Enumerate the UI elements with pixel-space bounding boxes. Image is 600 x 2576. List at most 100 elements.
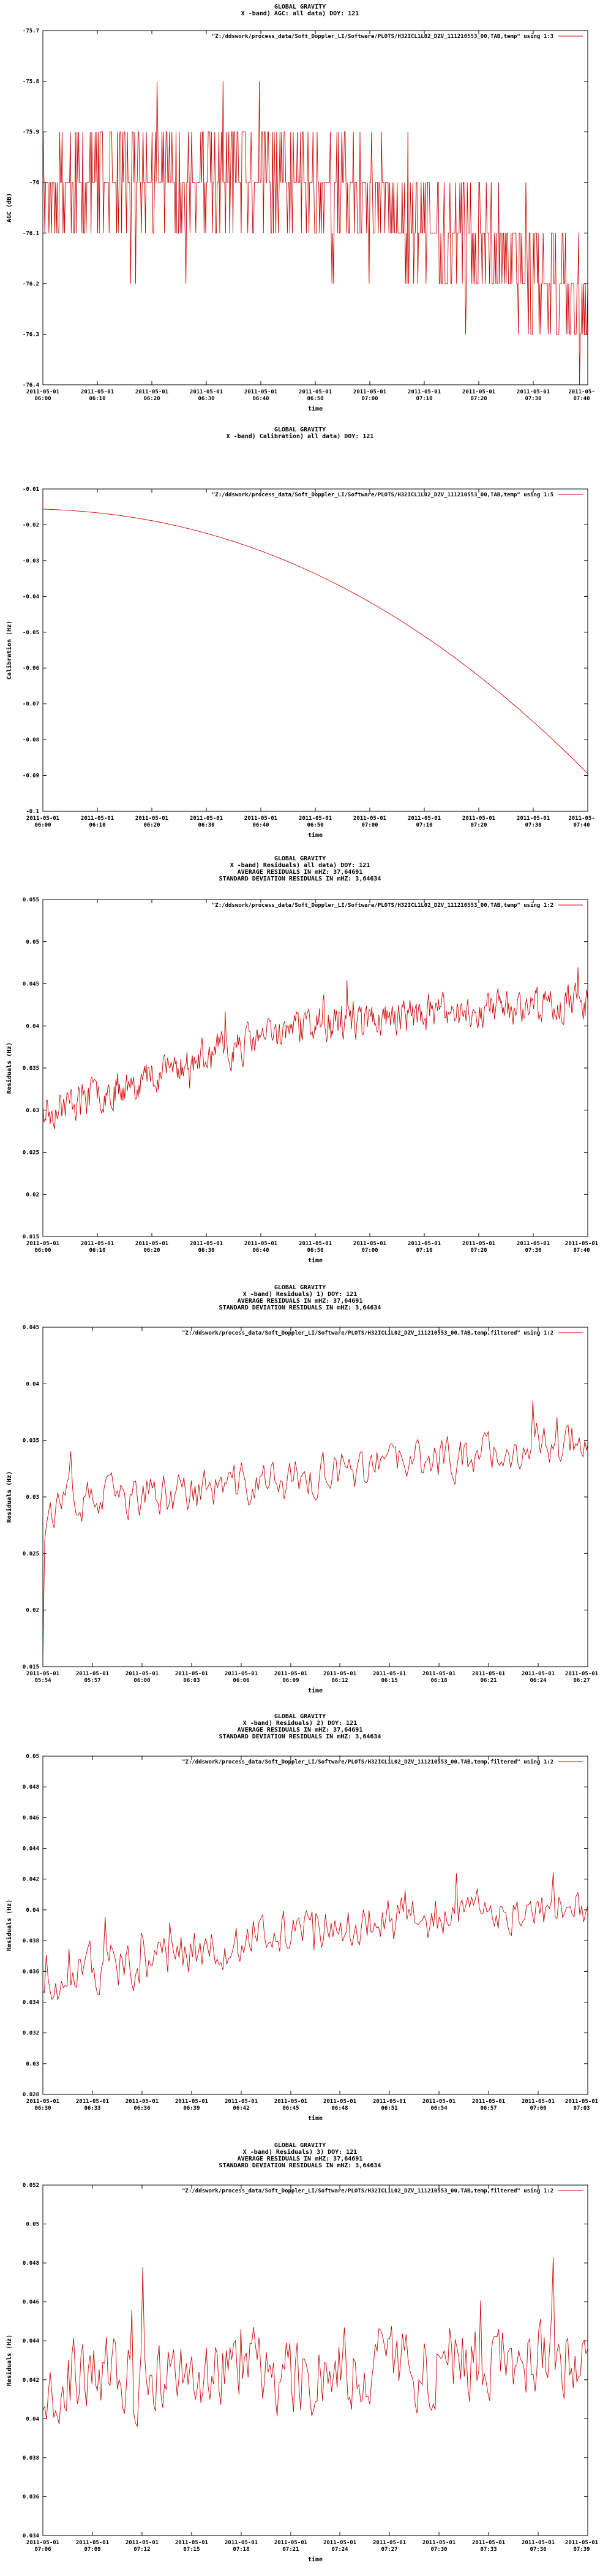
x-tick-label-date: 2011-05-01	[565, 1241, 598, 1247]
y-tick-label: 0.045	[23, 1325, 39, 1331]
x-tick-label-time: 07:10	[416, 822, 432, 828]
x-tick-label-date: 2011-05-01	[472, 1671, 505, 1677]
x-tick-label-time: 06:51	[381, 2105, 397, 2112]
y-tick-label: 0.048	[23, 2260, 39, 2267]
x-tick-label-time: 07:00	[361, 396, 378, 402]
x-tick-label-date: 2011-05-01	[225, 2540, 258, 2546]
y-axis-label: AGC (dB)	[6, 193, 13, 222]
x-tick-label-date: 2011-05-01	[472, 2099, 505, 2105]
y-tick-label: 0.05	[26, 939, 39, 945]
y-tick-label: 0.035	[23, 1438, 39, 1444]
x-tick-label-date: 2011-05-01	[522, 2540, 555, 2546]
chart-title-line: GLOBAL GRAVITY	[274, 426, 326, 433]
chart-title-line: AVERAGE RESIDUALS IN mHZ: 37,64691	[238, 1727, 363, 1733]
chart-panel-6: GLOBAL GRAVITY X -band) Residuals) 3) DOY…	[0, 2138, 600, 2574]
y-tick-label: -0.01	[23, 487, 39, 493]
plot-frame	[42, 2184, 588, 2536]
chart-panel-1: GLOBAL GRAVITY X -band) AGC: all data) DO…	[0, 0, 600, 423]
y-tick-label: 0.036	[23, 1969, 39, 1975]
x-axis-label: time	[308, 2556, 323, 2563]
x-tick-label-date: 2011-05-01	[81, 816, 114, 822]
x-tick-label-date: 2011-05-01	[190, 1241, 223, 1247]
series-line	[43, 1400, 588, 1661]
y-tick-label: 0.055	[23, 897, 39, 903]
x-tick-label-time: 07:10	[416, 396, 432, 402]
x-tick-label-date: 2011-05-01	[135, 816, 168, 822]
x-tick-label-date: 2011-05-01	[225, 1671, 258, 1677]
y-axis-label: Residuals (Hz)	[6, 1042, 13, 1094]
x-tick-label-time: 07:03	[573, 2105, 590, 2112]
x-tick-label-time: 06:21	[480, 1678, 497, 1684]
x-tick-label-date: 2011-05-01	[81, 1241, 114, 1247]
y-tick-label: -76.2	[23, 281, 39, 287]
x-tick-label-time: 07:06	[34, 2547, 51, 2553]
x-tick-label-date: 2011-05-01	[422, 2099, 456, 2105]
x-tick-label-time: 07:21	[282, 2547, 299, 2553]
x-tick-label-date: 2011-05-01	[126, 2540, 159, 2546]
x-tick-label-date: 2011-05-01	[522, 1671, 555, 1677]
x-tick-label-time: 06:24	[530, 1678, 547, 1684]
x-tick-label-time: 06:30	[198, 396, 214, 402]
x-tick-label-date: 2011-05-01	[373, 2540, 406, 2546]
series-line	[43, 2257, 588, 2428]
series-line	[43, 1872, 588, 2000]
x-tick-label-time: 06:20	[143, 822, 160, 828]
chart-title-line: X -band) Residuals) 1) DOY: 121	[243, 1290, 358, 1298]
y-tick-label: -76.4	[23, 382, 40, 388]
x-tick-label-time: 05:57	[84, 1678, 100, 1684]
x-tick-label-time: 07:00	[361, 1248, 378, 1254]
x-axis-label: time	[308, 405, 323, 412]
y-tick-label: -0.09	[23, 773, 39, 779]
x-tick-label-date: 2011-05-01	[422, 1671, 456, 1677]
y-tick-label: 0.036	[23, 2494, 39, 2500]
x-tick-label-date: 2011-05-01	[565, 2099, 598, 2105]
chart-title-line: X -band) Residuals) 2) DOY: 121	[243, 1719, 358, 1727]
y-tick-label: 0.052	[23, 2183, 39, 2189]
x-tick-label-date: 2011-05-01	[299, 1241, 332, 1247]
x-tick-label-time: 06:50	[307, 1248, 323, 1254]
y-tick-label: 0.045	[23, 982, 39, 988]
x-tick-label-date: 2011-05-01	[190, 816, 223, 822]
x-tick-label-time: 06:42	[233, 2105, 249, 2112]
x-tick-label-time: 06:57	[480, 2105, 497, 2112]
x-tick-label-date: 2011-05-01	[274, 2099, 307, 2105]
x-tick-label-date: 2011-05-01	[408, 816, 441, 822]
y-tick-label: -0.1	[26, 809, 39, 815]
y-tick-label: -0.04	[23, 594, 40, 600]
x-tick-label-date: 2011-05-01	[26, 2099, 59, 2105]
plot-frame	[42, 899, 588, 1237]
y-tick-label: 0.044	[23, 1846, 40, 1852]
x-tick-label-time: 07:20	[470, 822, 487, 828]
plot-frame	[42, 1756, 588, 2095]
x-axis-label: time	[308, 832, 323, 839]
y-tick-label: -0.07	[23, 702, 39, 708]
chart-title-line: X -band) Calibration) all data) DOY: 121	[227, 433, 374, 440]
x-tick-label-date: 2011-05-01	[190, 389, 223, 395]
x-tick-label-date: 2011-05-01	[26, 1241, 59, 1247]
chart-title-line: GLOBAL GRAVITY	[274, 1713, 326, 1720]
x-tick-label-time: 06:50	[307, 822, 323, 828]
x-tick-label-time: 06:30	[198, 822, 214, 828]
y-tick-label: 0.038	[23, 2455, 39, 2461]
x-tick-label-time: 07:30	[525, 822, 541, 828]
x-tick-label-time: 06:30	[34, 2105, 51, 2112]
y-tick-label: -76.1	[23, 230, 39, 237]
y-tick-label: -0.05	[23, 630, 39, 636]
x-tick-label-date: 2011-05-01	[517, 816, 550, 822]
x-tick-label-date: 2011-05-01	[244, 816, 277, 822]
x-tick-label-date: 2011-05-01	[274, 1671, 307, 1677]
chart-panel-4: GLOBAL GRAVITY X -band) Residuals) 1) DOY…	[0, 1281, 600, 1710]
x-tick-label-date: 2011-05-01	[135, 1241, 168, 1247]
x-tick-label-time: 07:09	[84, 2547, 100, 2553]
legend-label: "Z:/ddswork/process_data/Soft_Doppler_LI…	[182, 2188, 553, 2194]
x-tick-label-date: 2011-05-01	[353, 389, 386, 395]
y-tick-label: 0.044	[23, 2338, 40, 2344]
x-tick-label-time: 05:54	[34, 1678, 51, 1684]
x-tick-label-date: 2011-05-01	[225, 2099, 258, 2105]
plot-frame	[42, 1327, 588, 1667]
x-tick-label-date: 2011-05-01	[274, 2540, 307, 2546]
y-tick-label: 0.04	[26, 2416, 39, 2422]
